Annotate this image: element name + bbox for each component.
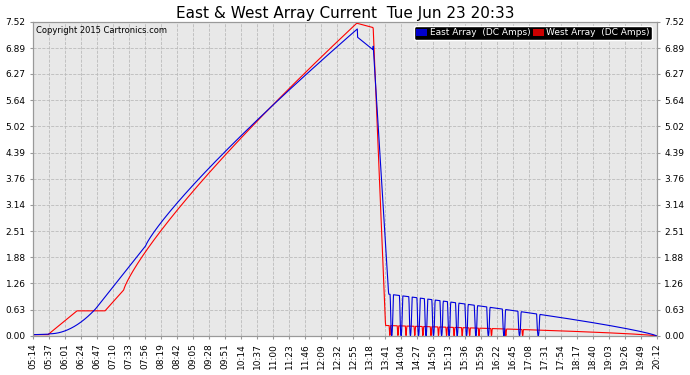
Text: Copyright 2015 Cartronics.com: Copyright 2015 Cartronics.com xyxy=(37,26,168,35)
Title: East & West Array Current  Tue Jun 23 20:33: East & West Array Current Tue Jun 23 20:… xyxy=(176,6,514,21)
Legend: East Array  (DC Amps), West Array  (DC Amps): East Array (DC Amps), West Array (DC Amp… xyxy=(414,26,652,40)
